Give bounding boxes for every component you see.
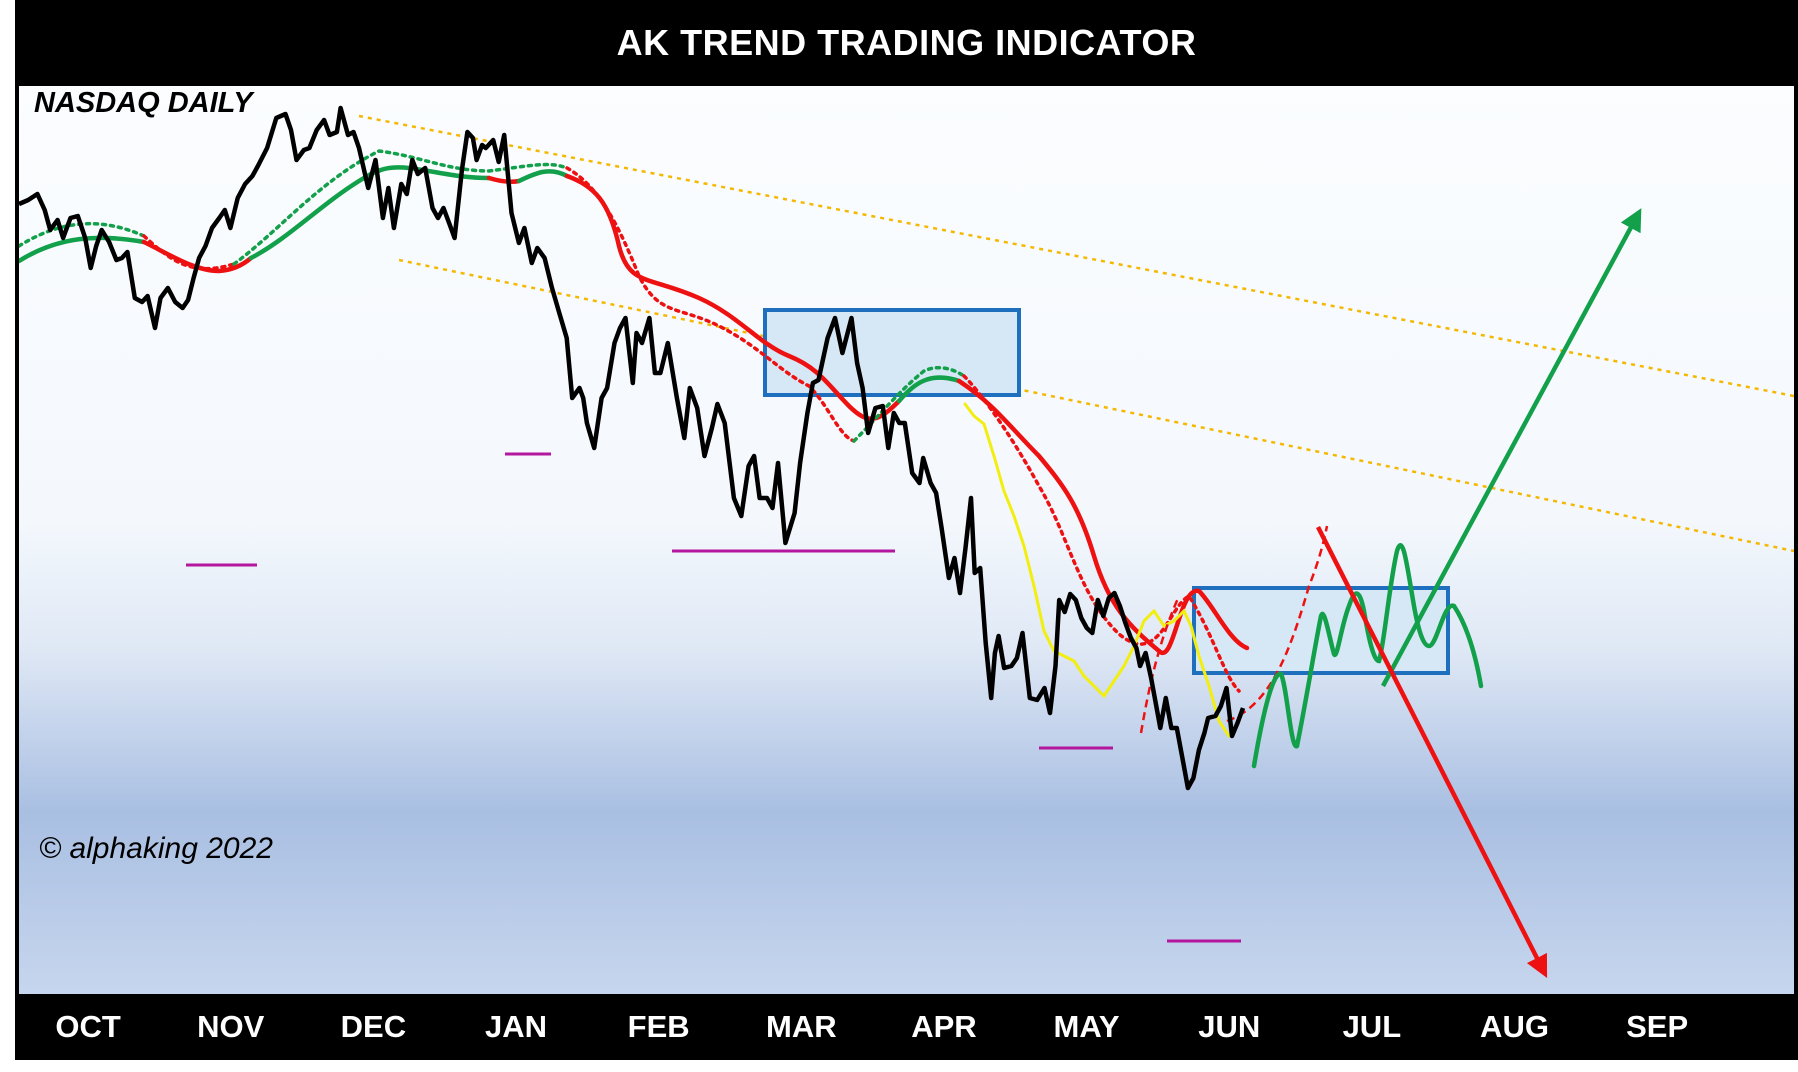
x-tick-label-may: MAY [1053, 1009, 1120, 1044]
series-label: NASDAQ DAILY [34, 87, 255, 119]
x-axis: OCT NOV DEC JAN FEB MAR APR MAY JUN JUL AUG SEP [15, 994, 1798, 1060]
resistance-box-2 [1192, 586, 1450, 675]
plot-area: NASDAQ DAILY © alphaking 2022 [19, 86, 1794, 994]
trend-fast-green-2 [232, 149, 569, 266]
projection-red-dashed [1139, 525, 1329, 734]
copyright-text: © alphaking 2022 [39, 832, 273, 865]
x-tick-label-sep: SEP [1626, 1009, 1689, 1044]
trend-slow-green-4 [896, 375, 962, 404]
chart-title: AK TREND TRADING INDICATOR [616, 22, 1197, 63]
projection-green-wave [1251, 542, 1484, 769]
x-tick-label-jan: JAN [485, 1009, 548, 1044]
x-tick-label-oct: OCT [55, 1009, 121, 1044]
chart-frame: AK TREND TRADING INDICATOR [15, 0, 1798, 1060]
trend-slow-red-2 [486, 175, 522, 185]
trend-fast-red-1 [142, 234, 236, 271]
plot-background [19, 86, 1794, 994]
trend-fast-red-3 [962, 374, 1241, 693]
x-tick-label-apr: APR [911, 1009, 977, 1044]
bullish-arrow [1381, 208, 1642, 688]
x-tick-label-jul: JUL [1342, 1009, 1402, 1044]
x-tick-label-jun: JUN [1198, 1009, 1261, 1044]
channel-upper [358, 114, 1794, 398]
channel-lower [398, 258, 1794, 553]
trend-fast-red-2 [565, 166, 856, 443]
bearish-arrow [1315, 525, 1548, 979]
title-bar: AK TREND TRADING INDICATOR [15, 0, 1798, 86]
trend-slow-green-1 [19, 235, 147, 264]
x-tick-label-dec: DEC [340, 1009, 407, 1044]
trend-slow-red-4 [956, 378, 1250, 656]
price-line [19, 105, 1246, 791]
trend-slow-red-3 [564, 173, 902, 421]
x-tick-label-aug: AUG [1480, 1009, 1549, 1044]
trend-yellow [963, 402, 1231, 738]
x-tick-label-nov: NOV [197, 1009, 265, 1044]
x-tick-label-feb: FEB [627, 1009, 690, 1044]
x-tick-label-mar: MAR [765, 1009, 837, 1044]
resistance-box-1 [763, 308, 1021, 397]
trend-slow-green-3 [516, 169, 570, 184]
